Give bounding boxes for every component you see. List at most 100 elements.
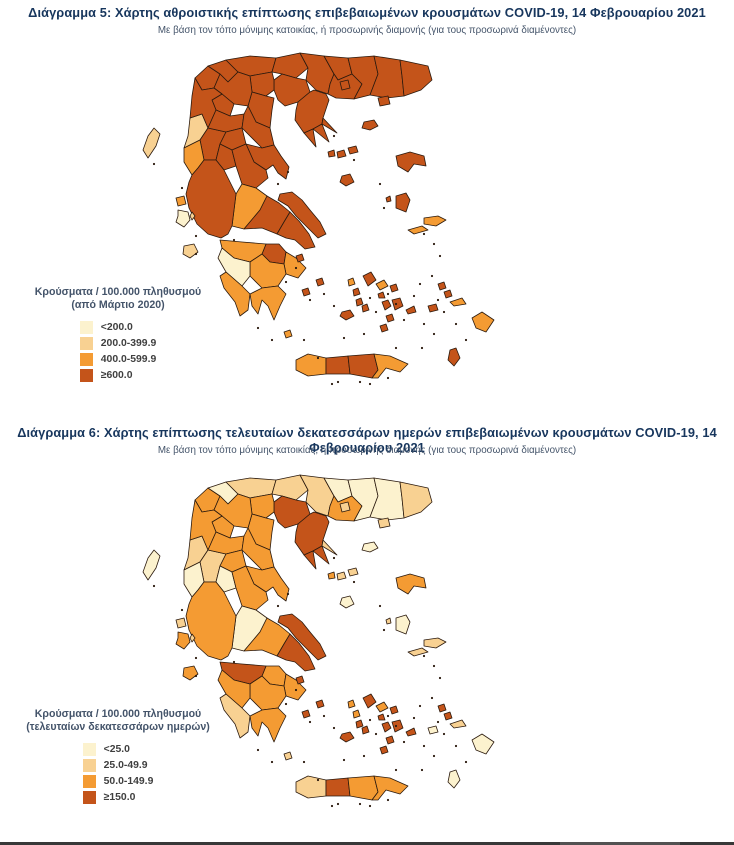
region-sithonia — [312, 545, 330, 565]
islet — [382, 206, 386, 210]
region-larissa — [241, 527, 275, 571]
region-syros — [377, 291, 386, 299]
islet — [368, 296, 372, 300]
region-athos — [321, 117, 338, 134]
region-attica — [276, 211, 316, 250]
region-kythnos — [352, 287, 361, 297]
region-aegina — [295, 675, 305, 685]
region-rhodes — [471, 733, 495, 755]
legend-label: <200.0 — [100, 322, 133, 333]
region-chios — [395, 192, 411, 213]
region-skyros — [339, 595, 355, 609]
islet — [394, 724, 398, 728]
region-mykonos — [389, 705, 399, 715]
figure6-title: Διάγραμμα 6: Χάρτης επίπτωσης τελευταίων… — [17, 425, 717, 455]
legend-items: <200.0 200.0-399.9 400.0-599.9 ≥600.0 — [79, 318, 157, 385]
islet — [256, 326, 260, 330]
region-chania — [295, 775, 327, 799]
legend-label: 200.0-399.9 — [100, 338, 157, 349]
figure6-legend: Κρούσματα / 100.000 πληθυσμού (τελευταίω… — [12, 708, 224, 809]
islet — [412, 294, 416, 298]
region-mykonos — [389, 283, 399, 293]
islet — [256, 748, 260, 752]
islet — [418, 282, 422, 286]
islet — [330, 804, 334, 808]
islet — [276, 182, 280, 186]
window-edge-segment — [560, 842, 680, 845]
islet — [442, 310, 446, 314]
islet — [394, 768, 398, 772]
region-samos — [423, 215, 447, 227]
region-andros — [362, 693, 377, 709]
islet — [422, 654, 426, 658]
region-ilia — [217, 669, 251, 709]
region-larissa — [241, 105, 275, 149]
region-samothrace — [377, 95, 391, 107]
islet — [180, 608, 184, 612]
figure5-legend: Κρούσματα / 100.000 πληθυσμού (από Μάρτι… — [12, 286, 224, 387]
legend-swatch-icon — [79, 337, 93, 350]
region-kalymnos — [443, 289, 453, 299]
islet — [352, 580, 356, 584]
islet — [180, 186, 184, 190]
region-amorgos — [405, 305, 417, 315]
legend-swatch-icon — [82, 759, 96, 772]
region-lesbos — [395, 151, 427, 173]
region-psara — [385, 195, 392, 203]
region-astypalaia — [427, 303, 439, 313]
region-ithaki — [189, 211, 196, 221]
islet — [332, 726, 336, 730]
region-kythira — [283, 329, 293, 339]
region-leros — [437, 703, 447, 713]
legend-row: ≥150.0 — [82, 791, 154, 804]
region-serifos — [355, 719, 364, 729]
legend-swatch-icon — [79, 321, 93, 334]
region-messinia — [219, 271, 251, 317]
region-kea — [347, 699, 356, 709]
region-arcadia — [249, 675, 287, 711]
region-spetses — [301, 287, 311, 297]
region-ios — [385, 313, 395, 323]
region-thasos — [339, 501, 351, 513]
region-alonissos — [347, 567, 359, 577]
legend-row: 25.0-49.9 — [82, 759, 154, 772]
islet — [420, 768, 424, 772]
islet — [194, 252, 198, 256]
region-arcadia — [249, 253, 287, 289]
region-tinos — [375, 279, 389, 291]
islet — [358, 380, 362, 384]
region-alonissos — [347, 145, 359, 155]
islet — [454, 744, 458, 748]
islet — [422, 322, 426, 326]
legend-row: <25.0 — [82, 743, 154, 756]
islet — [332, 134, 336, 138]
region-spetses — [301, 709, 311, 719]
legend-row: 200.0-399.9 — [79, 337, 157, 350]
islet — [284, 280, 288, 284]
islet — [308, 720, 312, 724]
islet — [194, 234, 198, 238]
islet — [432, 332, 436, 336]
islet — [386, 798, 390, 802]
islet — [342, 758, 346, 762]
region-serifos — [355, 297, 364, 307]
region-lefkada — [175, 617, 187, 629]
region-aetolia — [185, 581, 237, 661]
figure6-subtitle: Με βάση τον τόπο μόνιμης κατοικίας, ή πρ… — [157, 445, 577, 456]
region-aetolia — [185, 159, 237, 239]
islet — [374, 310, 378, 314]
legend-swatch-icon — [79, 353, 93, 366]
islet — [368, 382, 372, 386]
region-kassandra — [303, 128, 317, 148]
islet — [302, 760, 306, 764]
region-limnos — [361, 119, 379, 131]
islet — [386, 376, 390, 380]
region-evia — [277, 613, 327, 661]
region-ios — [385, 735, 395, 745]
region-messinia — [219, 693, 251, 739]
region-kos — [449, 719, 467, 729]
islet — [308, 298, 312, 302]
region-lesbos — [395, 573, 427, 595]
region-thasos — [339, 79, 351, 91]
region-kefalonia — [175, 209, 191, 228]
